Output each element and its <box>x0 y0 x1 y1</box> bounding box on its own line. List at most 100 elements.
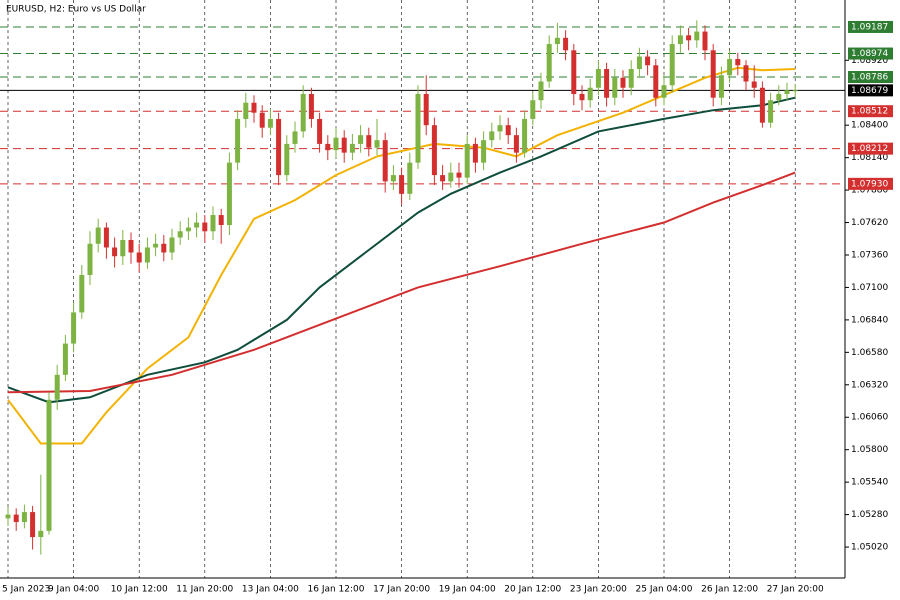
candle-body <box>702 31 708 51</box>
candle-body <box>120 240 126 257</box>
x-tick-label: 11 Jan 20:00 <box>176 585 233 595</box>
candle-body <box>595 69 601 88</box>
candle-body <box>415 93 421 163</box>
candle-body <box>218 215 224 226</box>
candle-body <box>784 90 790 94</box>
x-tick-label: 17 Jan 20:00 <box>373 585 430 595</box>
y-tick-label: 1.05800 <box>851 445 888 455</box>
candle-body <box>776 93 782 101</box>
candle-body <box>87 243 93 275</box>
y-tick-label: 1.06580 <box>851 348 888 358</box>
candle-body <box>251 102 257 113</box>
candle-body <box>210 215 216 232</box>
level-label-box <box>848 71 893 84</box>
candle-body <box>440 175 446 182</box>
level-label: 1.09187 <box>851 22 888 32</box>
y-tick-label: 1.07880 <box>851 186 888 196</box>
candle-body <box>423 93 429 126</box>
candle-body <box>284 143 290 176</box>
candle-body <box>456 172 462 178</box>
candle-body <box>317 118 323 144</box>
candle-body <box>513 135 519 153</box>
candle-body <box>612 77 618 98</box>
moving-average <box>7 96 796 404</box>
candle-body <box>341 137 347 153</box>
candle-body <box>522 118 528 153</box>
y-tick-label: 1.05020 <box>851 543 888 553</box>
candle-body <box>399 175 405 194</box>
candle-body <box>669 44 675 86</box>
level-label: 1.07930 <box>851 179 888 189</box>
candle-body <box>194 222 200 228</box>
candle-body <box>333 137 339 151</box>
candle-body <box>169 237 175 253</box>
level-label: 1.08212 <box>851 144 888 154</box>
candle-body <box>161 243 167 253</box>
candle-body <box>292 131 298 144</box>
level-label-box <box>848 105 893 118</box>
y-tick-label: 1.08920 <box>851 56 888 66</box>
candle-body <box>382 140 388 182</box>
candle-body <box>407 162 413 194</box>
y-tick-label: 1.07360 <box>851 250 888 260</box>
level-label-box <box>848 84 893 97</box>
candle-body <box>38 530 44 538</box>
y-tick-label: 1.06840 <box>851 315 888 325</box>
candle-body <box>710 50 716 98</box>
x-tick-label: 13 Jan 04:00 <box>242 585 299 595</box>
candle-body <box>604 69 610 98</box>
candle-body <box>751 81 757 88</box>
candle-body <box>349 143 355 153</box>
candle-body <box>645 56 651 66</box>
x-tick-label: 23 Jan 20:00 <box>570 585 627 595</box>
candle-body <box>267 118 273 128</box>
candle-body <box>759 87 765 123</box>
x-tick-label: 5 Jan 2023 <box>2 585 50 595</box>
candle-body <box>54 374 60 400</box>
level-label: 1.08512 <box>851 107 888 117</box>
candle-body <box>538 81 544 101</box>
candle-body <box>366 135 372 148</box>
x-tick-label: 27 Jan 20:00 <box>767 585 824 595</box>
candle-body <box>71 312 77 344</box>
candle-body <box>768 100 774 123</box>
candle-body <box>153 243 159 248</box>
candle-body <box>661 85 667 98</box>
candle-body <box>694 31 700 41</box>
candle-body <box>46 399 52 531</box>
candle-body <box>5 514 11 519</box>
candle-body <box>628 69 634 88</box>
candle-body <box>554 37 560 45</box>
candle-body <box>620 77 626 88</box>
candle-body <box>390 175 396 182</box>
candle-body <box>243 102 249 119</box>
candle-body <box>743 65 749 82</box>
candle-body <box>95 227 101 244</box>
candle-body <box>481 140 487 163</box>
candle-body <box>112 247 118 257</box>
level-label: 1.08679 <box>851 86 888 96</box>
candle-body <box>735 59 741 66</box>
candle-body <box>464 143 470 178</box>
candle-body <box>259 112 265 128</box>
candle-body <box>530 100 536 119</box>
candle-body <box>374 140 380 148</box>
candle-body <box>579 93 585 101</box>
candle-body <box>358 135 364 144</box>
candle-body <box>235 118 241 163</box>
candle-body <box>202 222 208 232</box>
x-tick-label: 19 Jan 04:00 <box>439 585 496 595</box>
x-tick-label: 9 Jan 04:00 <box>48 585 100 595</box>
candle-body <box>300 93 306 132</box>
chart-title: EURUSD, H2: Euro vs US Dollar <box>6 5 146 15</box>
candle-body <box>144 247 150 263</box>
candle-body <box>448 172 454 182</box>
candle-body <box>128 240 134 253</box>
candle-body <box>62 343 68 375</box>
candle-body <box>546 44 552 82</box>
candle-body <box>13 514 19 523</box>
candle-body <box>489 131 495 141</box>
candle-body <box>563 37 569 51</box>
